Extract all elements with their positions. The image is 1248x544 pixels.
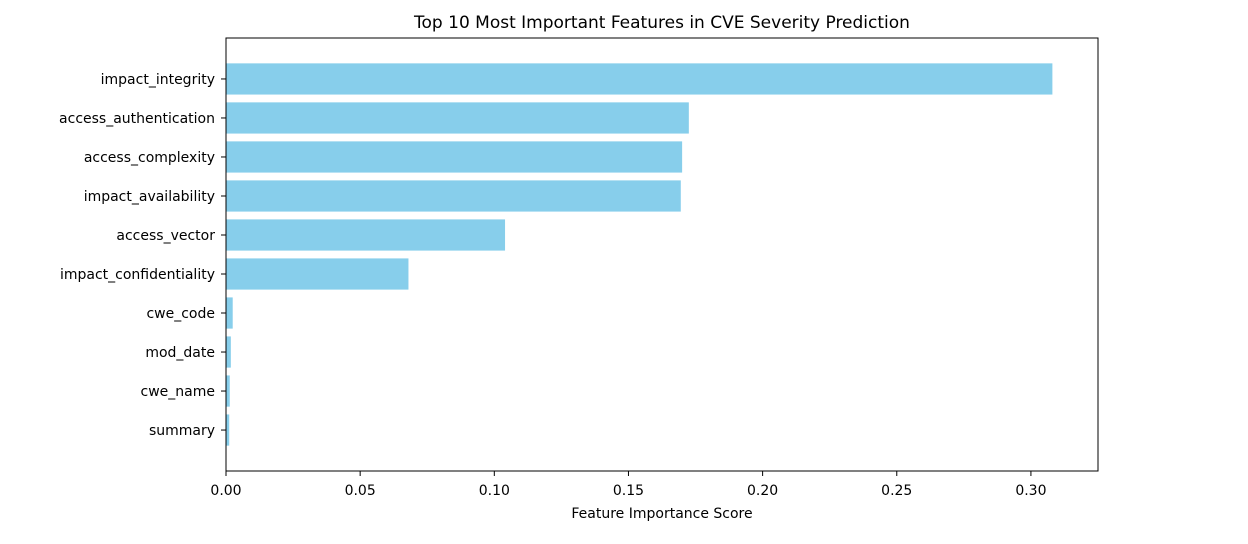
y-tick-label: summary bbox=[149, 423, 215, 439]
y-tick-label: impact_integrity bbox=[101, 72, 215, 88]
x-tick-label: 0.10 bbox=[479, 483, 510, 499]
bar-mod_date bbox=[226, 336, 231, 368]
bar-access_complexity bbox=[226, 141, 683, 173]
bar-summary bbox=[226, 414, 230, 446]
x-tick-label: 0.00 bbox=[210, 483, 241, 499]
x-tick-label: 0.25 bbox=[881, 483, 912, 499]
bars-layer bbox=[226, 63, 1053, 446]
y-tick-label: cwe_code bbox=[146, 306, 215, 322]
bar-impact_integrity bbox=[226, 63, 1053, 95]
bar-impact_confidentiality bbox=[226, 258, 409, 290]
y-tick-label: access_authentication bbox=[59, 111, 215, 127]
chart-title: Top 10 Most Important Features in CVE Se… bbox=[413, 13, 910, 33]
bar-access_authentication bbox=[226, 102, 689, 134]
bar-cwe_code bbox=[226, 297, 233, 329]
x-tick-label: 0.15 bbox=[613, 483, 644, 499]
bar-access_vector bbox=[226, 219, 506, 251]
x-tick-label: 0.30 bbox=[1015, 483, 1046, 499]
x-tick-label: 0.20 bbox=[747, 483, 778, 499]
bar-impact_availability bbox=[226, 180, 681, 212]
y-tick-label: access_complexity bbox=[84, 150, 215, 166]
y-tick-label: access_vector bbox=[116, 228, 215, 244]
y-tick-label: impact_availability bbox=[84, 189, 215, 205]
y-axis-ticks: impact_integrity access_authenticationacc… bbox=[59, 72, 226, 439]
x-axis-title: Feature Importance Score bbox=[571, 506, 752, 522]
y-tick-label: impact_confidentiality bbox=[60, 267, 215, 283]
y-tick-label: mod_date bbox=[145, 345, 215, 361]
x-tick-label: 0.05 bbox=[345, 483, 376, 499]
plot-frame bbox=[225, 37, 1099, 472]
bar-cwe_name bbox=[226, 375, 230, 407]
y-tick-label: cwe_name bbox=[141, 384, 215, 400]
x-axis-ticks: 0.00 0.05 0.10 0.15 0.20 0.25 0.30 bbox=[210, 471, 1047, 499]
